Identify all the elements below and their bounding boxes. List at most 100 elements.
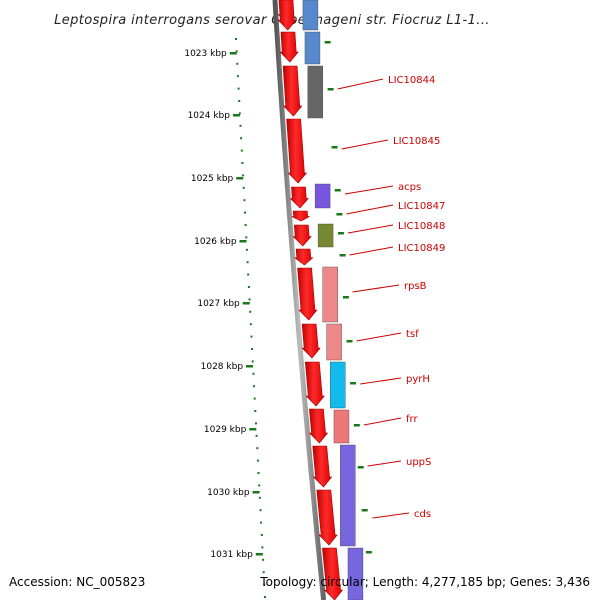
cog-block [314,183,331,209]
minor-tick [244,211,246,214]
backbone-line [272,0,327,600]
minor-tick [247,286,250,288]
cds-arrow [322,547,344,600]
cog-block [347,547,364,600]
gene-leader-line [352,284,400,293]
minor-tick [255,422,257,425]
gene-tick [346,340,353,343]
cds-arrow [308,408,329,444]
cog-block [317,223,334,248]
gene-tick [350,382,357,385]
gene-tick [331,146,338,149]
minor-tick [260,534,263,536]
gene-leader-line [344,185,394,195]
gene-leader-line [356,332,402,342]
minor-tick [251,360,254,363]
gene-labels: LIC10844 LIC10845 acps LIC10847 LIC10848 LIC1… [337,75,445,520]
minor-tick [261,546,264,549]
minor-tick [252,372,255,375]
cds-arrow [286,118,308,184]
minor-tick-track [235,38,266,598]
minor-tick [242,174,245,177]
kbp-tick-mark [255,553,263,556]
summary-text: Topology: circular; Length: 4,277,185 bp… [259,575,590,589]
gene-tick [327,88,334,91]
gene-leader-line [341,139,389,150]
minor-tick [248,298,251,301]
cds-arrow [301,323,321,359]
cog-block [322,266,338,323]
gene-leader-line [367,460,402,467]
minor-tick [242,186,245,189]
gene-tick [336,213,343,216]
cog-block [340,444,356,547]
cog-block [302,0,319,31]
gene-leader-line [349,246,394,256]
gene-leader-line [372,512,410,519]
kbp-tick-mark [239,240,247,243]
accession-text: Accession: NC_005823 [9,575,145,589]
cds-arrow [282,65,303,117]
cds-arrow [297,267,318,321]
kbp-tick-mark [236,177,244,180]
gene-tick [339,254,346,257]
minor-tick [249,323,252,326]
gene-tick [334,189,341,192]
minor-tick [247,273,250,276]
minor-tick [262,571,265,574]
gene-leader-line [360,377,402,385]
minor-tick [245,236,248,239]
kbp-tick-mark [229,52,237,55]
minor-tick [253,385,255,388]
kbp-tick-label: 1031 kbp [210,550,253,560]
minor-tick [262,558,265,561]
gene-label: LIC10845 [393,136,440,147]
kbp-tick-label: 1025 kbp [191,174,234,184]
gene-tick [357,466,364,469]
minor-tick [255,434,258,437]
gene-tick [353,424,360,427]
gene-leader-line [363,417,402,426]
kbp-tick-label: 1026 kbp [194,237,237,247]
minor-tick [238,100,241,102]
minor-tick [254,410,257,412]
minor-tick [264,596,266,598]
cds-arrow [312,445,333,488]
gene-label: LIC10847 [398,201,445,212]
gene-label: uppS [406,457,431,468]
cds-arrow [304,361,325,407]
kbp-tick-mark [242,302,250,305]
kbp-tick-mark [249,428,257,431]
genome-backbone [272,0,327,600]
kbp-tick-label: 1029 kbp [204,425,247,435]
cog-block [330,361,346,409]
minor-tick [259,509,262,512]
minor-tick [235,38,237,40]
minor-tick [237,87,240,90]
cds-arrow [289,186,309,209]
minor-tick [263,583,266,586]
cds-arrow [293,248,314,266]
gene-tick [361,509,368,512]
gene-tick [365,551,372,554]
map-title: Leptospira interrogans serovar Copenhage… [54,13,490,28]
minor-tick [236,62,239,65]
gene-label: acps [398,182,421,193]
cog-block [304,31,321,65]
gene-label: tsf [406,329,419,340]
minor-tick [236,75,239,78]
kbp-tick-label: 1027 kbp [197,299,240,309]
gene-label: LIC10848 [398,221,445,232]
minor-tick [253,397,256,400]
gene-tick [342,296,349,299]
cog-block [307,65,324,119]
kbp-tick-mark [246,365,254,368]
gene-label: rpsB [404,281,427,292]
kbp-tick-mark [232,114,240,117]
kbp-tick-mark [252,491,260,494]
minor-tick [250,335,253,338]
cds-arrow-track [277,0,344,600]
gene-tick [324,41,331,44]
gene-tick-track [324,41,372,554]
